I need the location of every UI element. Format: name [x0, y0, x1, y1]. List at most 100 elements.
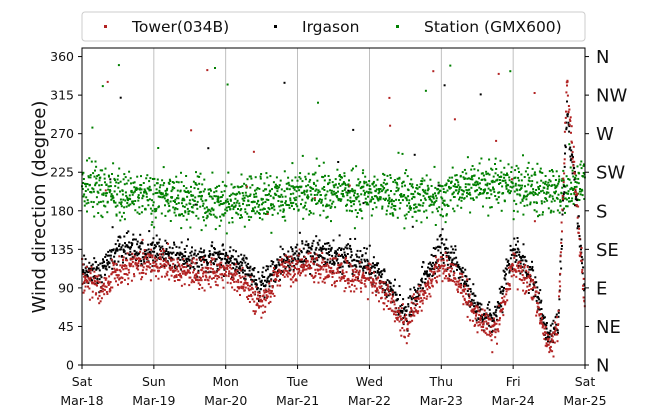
data-point — [544, 175, 547, 177]
data-point — [474, 294, 477, 297]
data-point — [171, 265, 174, 268]
data-point — [287, 181, 290, 184]
data-point — [440, 196, 443, 199]
data-point — [280, 204, 283, 207]
data-point — [155, 256, 158, 259]
data-point — [175, 180, 178, 183]
data-point — [420, 280, 423, 282]
data-point — [461, 275, 464, 278]
data-point — [185, 266, 188, 269]
data-point — [401, 152, 404, 155]
data-point — [581, 258, 584, 261]
data-point — [99, 176, 102, 179]
data-point — [282, 209, 285, 212]
data-point — [536, 193, 539, 196]
data-point — [106, 200, 109, 203]
data-point — [505, 282, 508, 285]
data-point — [90, 264, 93, 267]
data-point — [124, 264, 126, 267]
data-point — [260, 284, 263, 286]
data-point — [581, 272, 584, 275]
data-point — [313, 199, 316, 202]
data-point — [306, 194, 309, 197]
data-point — [222, 213, 225, 216]
x-tick-label-date: Mar-20 — [204, 393, 247, 408]
data-point — [462, 303, 465, 306]
data-point — [408, 333, 411, 335]
data-point — [456, 179, 459, 182]
data-point — [319, 214, 322, 217]
data-point — [442, 267, 445, 270]
data-point — [235, 212, 238, 215]
data-point — [366, 258, 369, 261]
data-point — [284, 267, 287, 270]
data-point — [228, 202, 230, 205]
data-point — [265, 294, 268, 297]
data-point — [357, 195, 360, 198]
data-point — [354, 237, 357, 240]
data-point — [342, 195, 345, 198]
data-point — [145, 177, 148, 180]
data-point — [563, 185, 566, 188]
data-point — [563, 162, 566, 165]
data-point — [528, 176, 531, 179]
data-point — [271, 286, 274, 289]
data-point — [87, 276, 90, 279]
data-point — [246, 267, 249, 269]
data-point — [223, 268, 226, 271]
data-point — [556, 184, 559, 187]
data-point — [545, 197, 547, 200]
data-point — [437, 268, 440, 271]
data-point — [141, 238, 144, 241]
data-point — [580, 248, 582, 251]
data-point — [467, 301, 470, 304]
data-point — [545, 327, 548, 330]
data-point — [190, 129, 193, 132]
data-point — [373, 201, 376, 204]
data-point — [255, 304, 258, 306]
data-point — [304, 204, 306, 207]
data-point — [451, 248, 454, 251]
data-point — [558, 280, 561, 283]
data-point — [574, 193, 577, 196]
data-point — [556, 340, 559, 343]
data-point — [108, 191, 111, 194]
data-point — [157, 147, 160, 149]
data-point — [520, 179, 523, 182]
data-point — [340, 278, 343, 281]
data-point — [181, 256, 184, 259]
data-point — [170, 256, 172, 259]
data-point — [552, 319, 555, 322]
data-point — [330, 246, 333, 249]
data-point — [348, 209, 351, 212]
data-point — [379, 286, 382, 289]
data-point — [179, 189, 182, 192]
data-point — [373, 271, 375, 274]
data-point — [467, 183, 470, 186]
data-point — [486, 327, 488, 330]
data-point — [523, 266, 526, 268]
data-point — [566, 115, 569, 118]
data-point — [121, 255, 124, 258]
data-point — [301, 154, 304, 157]
data-point — [249, 265, 252, 268]
data-point — [361, 273, 364, 276]
data-point — [231, 192, 234, 195]
data-point — [214, 228, 217, 231]
data-point — [436, 238, 439, 241]
data-point — [293, 188, 296, 191]
data-point — [170, 190, 173, 193]
data-point — [183, 259, 186, 262]
data-point — [246, 195, 249, 198]
data-point — [472, 309, 474, 312]
data-point — [557, 180, 560, 183]
data-point — [467, 193, 470, 195]
data-point — [528, 277, 531, 280]
data-point — [197, 253, 200, 256]
data-point — [477, 324, 480, 327]
data-point — [333, 272, 335, 275]
data-point — [145, 192, 148, 195]
data-point — [378, 279, 381, 282]
data-point — [276, 274, 278, 277]
data-point — [486, 317, 489, 320]
